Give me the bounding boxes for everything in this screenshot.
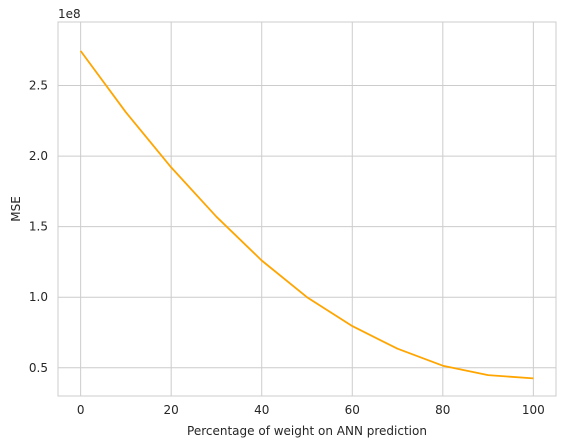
x-tick-label: 0 [77,403,85,417]
grid-lines [58,22,556,396]
y-tick-label: 1.5 [29,220,48,234]
x-tick-label: 60 [345,403,360,417]
x-tick-label: 80 [435,403,450,417]
plot-frame [57,21,557,397]
x-tick-label: 100 [522,403,545,417]
y-tick-label: 1.0 [29,290,48,304]
y-tick-label: 2.0 [29,149,48,163]
x-tick-label: 20 [164,403,179,417]
x-axis-label: Percentage of weight on ANN prediction [187,424,427,438]
series-line [79,50,534,380]
y-scale-label: 1e8 [58,7,81,21]
y-tick-label: 0.5 [29,361,48,375]
series-layer [79,50,534,380]
x-tick-label: 40 [254,403,269,417]
x-axis-ticks: 0 20 40 60 80 100 [77,403,545,417]
y-tick-label: 2.5 [29,79,48,93]
y-axis-label: MSE [9,196,23,222]
y-axis-ticks: 0.5 1.0 1.5 2.0 2.5 [29,79,48,375]
